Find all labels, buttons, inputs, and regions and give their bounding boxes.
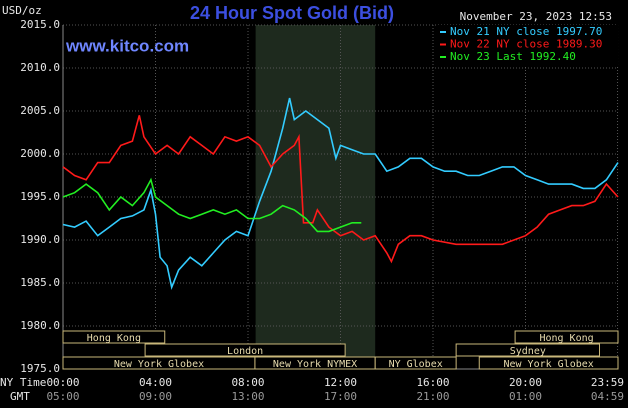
timestamp: November 23, 2023 12:53 bbox=[460, 10, 612, 23]
x-row-label: GMT bbox=[10, 390, 30, 403]
y-tick-label: 2015.0 bbox=[20, 18, 60, 31]
session-bar bbox=[514, 330, 619, 344]
session-bar bbox=[144, 343, 346, 357]
x-tick-label-gmt: 05:00 bbox=[46, 390, 79, 403]
y-tick-label: 2000.0 bbox=[20, 147, 60, 160]
session-label: Sydney bbox=[510, 346, 546, 357]
session-bar bbox=[374, 356, 457, 370]
session-label: New York NYMEX bbox=[273, 359, 357, 370]
x-tick-label-gmt: 21:00 bbox=[416, 390, 449, 403]
x-tick-label: 08:00 bbox=[231, 376, 264, 389]
session-label: NY Globex bbox=[389, 359, 443, 370]
legend-label: Nov 22 NY close 1989.30 bbox=[450, 38, 602, 51]
session-bar bbox=[455, 343, 600, 357]
x-tick-label: 04:00 bbox=[139, 376, 172, 389]
website: www.kitco.com bbox=[65, 36, 189, 55]
chart-title: 24 Hour Spot Gold (Bid) bbox=[190, 3, 394, 23]
x-tick-label-gmt: 09:00 bbox=[139, 390, 172, 403]
y-axis-label: USD/oz bbox=[2, 4, 42, 17]
session-label: New York Globex bbox=[503, 359, 593, 370]
x-tick-label: 00:00 bbox=[46, 376, 79, 389]
y-tick-label: 1980.0 bbox=[20, 319, 60, 332]
y-tick-label: 1990.0 bbox=[20, 233, 60, 246]
y-tick-label: 1995.0 bbox=[20, 190, 60, 203]
y-tick-label: 2005.0 bbox=[20, 104, 60, 117]
x-tick-label-gmt: 04:59 bbox=[591, 390, 624, 403]
legend-label: Nov 23 Last 1992.40 bbox=[450, 50, 576, 63]
x-tick-label-gmt: 01:00 bbox=[509, 390, 542, 403]
x-row-label: NY Time bbox=[0, 376, 46, 389]
price-line bbox=[62, 115, 619, 264]
session-label: Hong Kong bbox=[87, 333, 141, 344]
session-label: New York Globex bbox=[114, 359, 204, 370]
session-bar bbox=[478, 356, 619, 370]
session-bar bbox=[62, 330, 166, 344]
x-tick-label: 23:59 bbox=[591, 376, 624, 389]
y-tick-label: 1975.0 bbox=[20, 362, 60, 375]
x-tick-label-gmt: 13:00 bbox=[231, 390, 264, 403]
x-tick-label-gmt: 17:00 bbox=[324, 390, 357, 403]
legend-label: Nov 21 NY close 1997.70 bbox=[450, 25, 602, 38]
legend-box bbox=[437, 25, 618, 65]
x-tick-label: 20:00 bbox=[509, 376, 542, 389]
x-tick-label: 12:00 bbox=[324, 376, 357, 389]
y-tick-label: 2010.0 bbox=[20, 61, 60, 74]
price-line bbox=[62, 97, 619, 291]
x-tick-label: 16:00 bbox=[416, 376, 449, 389]
price-line bbox=[62, 177, 362, 233]
session-label: Hong Kong bbox=[539, 333, 593, 344]
session-label: London bbox=[227, 346, 263, 357]
y-tick-label: 1985.0 bbox=[20, 276, 60, 289]
